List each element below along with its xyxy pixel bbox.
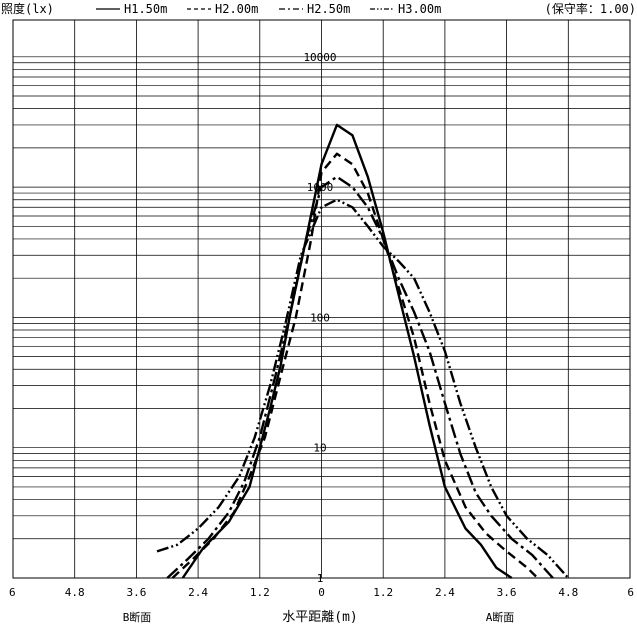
legend-label: H2.50m <box>307 2 350 16</box>
x-axis-label: 水平距離(m) <box>282 610 357 625</box>
series-line-h200m <box>171 152 539 579</box>
legend: H1.50m H2.00m H2.50m H3.00m <box>96 2 441 16</box>
x-tick-label: 1.2 <box>250 586 270 599</box>
b-section-label: B断面 <box>123 610 152 624</box>
x-tick-label: 2.4 <box>188 586 208 599</box>
x-tick-label: 6 <box>9 586 16 599</box>
grid <box>13 20 630 578</box>
series-lines <box>156 123 570 579</box>
y-tick-label: 10000 <box>303 51 336 64</box>
x-tick-label: 3.6 <box>497 586 517 599</box>
y-tick-label: 10 <box>313 442 326 455</box>
legend-label: H3.00m <box>398 2 441 16</box>
plot-frame <box>12 19 631 579</box>
x-tick-label: 4.8 <box>558 586 578 599</box>
legend-label: H2.00m <box>215 2 258 16</box>
chart-header: 照度(lx) H1.50m H2.00m H2.50m H3.00m (保守率：1.0… <box>1 1 636 16</box>
maintenance-factor-label: (保守率：1.00) <box>545 1 636 16</box>
y-tick-label: 100 <box>310 311 330 324</box>
series-line-h250m <box>166 175 554 579</box>
x-tick-label: 6 <box>627 586 634 599</box>
x-tick-label: 2.4 <box>435 586 455 599</box>
y-axis-label: 照度(lx) <box>1 1 54 16</box>
series-line-h300m <box>156 198 570 579</box>
x-tick-label: 1.2 <box>373 586 393 599</box>
x-tick-label: 3.6 <box>126 586 146 599</box>
x-tick-label: 4.8 <box>65 586 85 599</box>
a-section-label: A断面 <box>486 610 515 624</box>
x-tick-label: 0 <box>318 586 325 599</box>
x-tick-labels: 6 4.8 3.6 2.4 1.2 0 1.2 2.4 3.6 4.8 6 <box>9 586 634 599</box>
series-line-h150m <box>181 123 513 579</box>
legend-label: H1.50m <box>124 2 167 16</box>
y-tick-label: 1 <box>317 572 324 585</box>
